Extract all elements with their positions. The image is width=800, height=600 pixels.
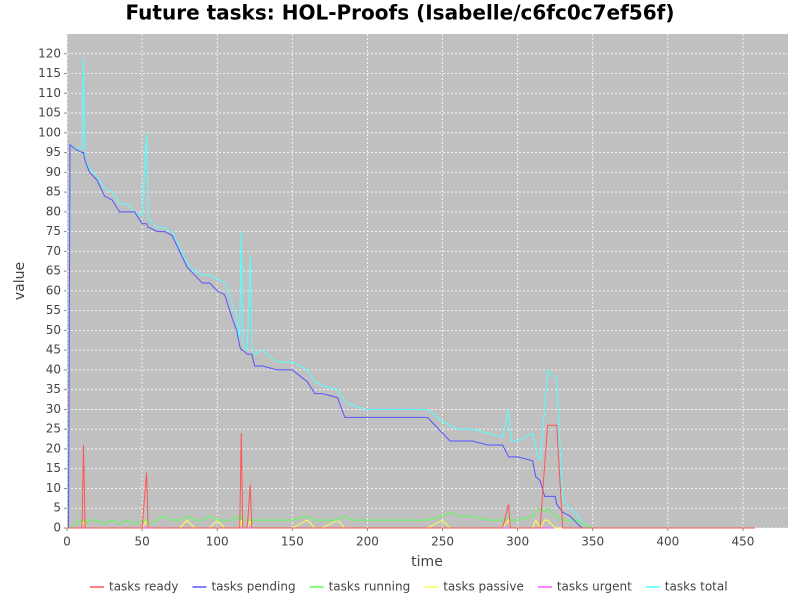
y-tick-label: 75 <box>46 224 61 238</box>
y-tick-label: 45 <box>46 343 61 357</box>
legend-label: tasks ready <box>109 580 178 594</box>
series-line <box>67 143 755 529</box>
y-tick-label: 110 <box>38 86 61 100</box>
y-tick-label: 90 <box>46 165 61 179</box>
x-tick-label: 100 <box>206 535 229 549</box>
y-tick-label: 85 <box>46 185 61 199</box>
x-tick-label: 450 <box>731 535 754 549</box>
y-tick-label: 30 <box>46 402 61 416</box>
x-tick-label: 0 <box>63 535 71 549</box>
y-tick-label: 0 <box>53 521 61 535</box>
series-line <box>67 57 755 529</box>
x-tick-label: 400 <box>656 535 679 549</box>
y-tick-label: 120 <box>38 46 61 60</box>
y-tick-label: 10 <box>46 481 61 495</box>
legend-label: tasks total <box>665 580 728 594</box>
y-tick-label: 105 <box>38 106 61 120</box>
y-tick-label: 80 <box>46 204 61 218</box>
x-tick-label: 150 <box>281 535 304 549</box>
y-tick-label: 35 <box>46 382 61 396</box>
legend-label: tasks pending <box>211 580 295 594</box>
y-tick-label: 5 <box>53 501 61 515</box>
y-tick-label: 115 <box>38 66 61 80</box>
y-tick-label: 70 <box>46 244 61 258</box>
y-tick-label: 65 <box>46 264 61 278</box>
x-tick-label: 250 <box>431 535 454 549</box>
x-tick-label: 300 <box>506 535 529 549</box>
y-tick-label: 100 <box>38 125 61 139</box>
x-tick-label: 50 <box>134 535 149 549</box>
chart-title: Future tasks: HOL-Proofs (Isabelle/c6fc0… <box>126 1 675 25</box>
y-tick-label: 40 <box>46 362 61 376</box>
legend-label: tasks urgent <box>557 580 632 594</box>
y-tick-label: 50 <box>46 323 61 337</box>
y-tick-label: 60 <box>46 283 61 297</box>
y-axis-title: value <box>12 262 28 300</box>
y-tick-label: 15 <box>46 461 61 475</box>
x-tick-label: 350 <box>581 535 604 549</box>
x-tick-label: 200 <box>356 535 379 549</box>
legend-label: tasks running <box>329 580 411 594</box>
y-tick-label: 20 <box>46 441 61 455</box>
plot-area <box>67 34 788 528</box>
y-tick-label: 25 <box>46 422 61 436</box>
series-line <box>67 424 755 529</box>
legend-label: tasks passive <box>443 580 524 594</box>
y-tick-label: 95 <box>46 145 61 159</box>
series-line <box>67 507 593 529</box>
x-axis-title: time <box>411 554 443 570</box>
y-tick-label: 55 <box>46 303 61 317</box>
